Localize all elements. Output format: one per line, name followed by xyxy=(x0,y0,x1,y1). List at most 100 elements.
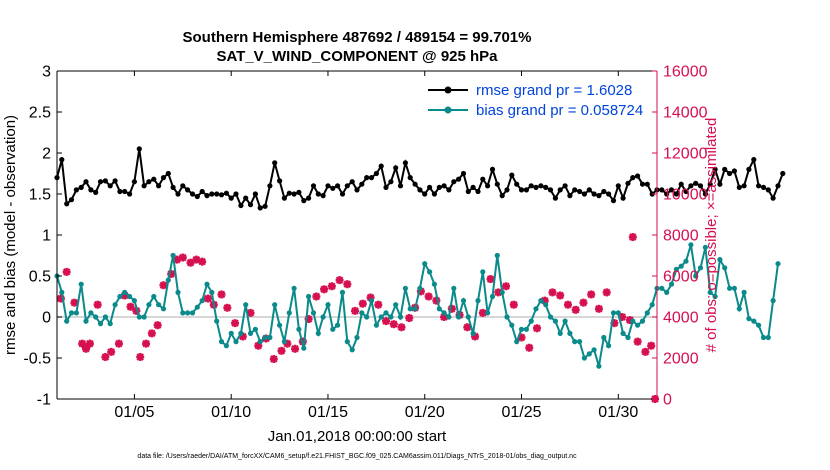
rmse-point xyxy=(518,187,525,193)
bias-point xyxy=(325,302,331,308)
bias-point xyxy=(630,318,636,324)
bias-point xyxy=(199,298,205,304)
bias-point xyxy=(567,330,573,336)
bias-point xyxy=(257,339,263,345)
obs-point xyxy=(486,275,495,284)
rmse-point xyxy=(97,179,104,185)
rmse-point xyxy=(673,191,680,197)
obs-point xyxy=(602,288,611,297)
bias-point xyxy=(422,261,428,267)
bias-point xyxy=(635,322,641,328)
rmse-point xyxy=(465,188,471,195)
bias-point xyxy=(93,314,99,320)
bias-point xyxy=(649,302,655,308)
obs-point xyxy=(389,320,398,329)
obs-point xyxy=(291,344,300,353)
rmse-point xyxy=(422,191,428,197)
rmse-point xyxy=(736,184,742,190)
bias-point xyxy=(373,322,379,328)
y-right-tick-label: 0 xyxy=(663,392,672,409)
bias-point xyxy=(272,302,278,308)
rmse-point xyxy=(359,181,365,187)
bias-point xyxy=(717,257,723,263)
obs-point xyxy=(382,317,391,326)
rmse-point xyxy=(702,191,709,197)
bias-point xyxy=(601,334,607,341)
plot-area xyxy=(57,71,657,399)
rmse-point xyxy=(315,191,321,197)
rmse-point xyxy=(272,160,278,166)
bias-point xyxy=(315,330,321,336)
rmse-point xyxy=(373,170,379,177)
y-left-tick-label: 2 xyxy=(42,146,51,163)
rmse-point xyxy=(610,198,617,204)
rmse-point xyxy=(301,198,307,204)
y-right-tick-label: 10000 xyxy=(663,187,708,204)
bias-point xyxy=(417,285,423,291)
bias-point xyxy=(383,310,389,316)
bias-point xyxy=(460,298,467,304)
x-tick-label: 01/25 xyxy=(501,404,541,421)
rmse-point xyxy=(286,190,292,196)
obs-point xyxy=(358,299,367,308)
rmse-point xyxy=(281,195,287,201)
bias-point xyxy=(543,302,549,308)
bias-point xyxy=(388,314,394,320)
obs-point xyxy=(78,339,87,348)
rmse-point xyxy=(615,183,621,189)
rmse-point xyxy=(601,188,607,195)
bias-point xyxy=(262,334,268,341)
bias-point xyxy=(233,339,239,345)
rmse-point xyxy=(175,191,181,197)
rmse-point xyxy=(688,183,694,189)
bias-point xyxy=(547,314,554,320)
rmse-point xyxy=(354,187,360,193)
bias-point xyxy=(238,330,244,336)
rmse-point xyxy=(214,191,220,197)
rmse-point xyxy=(156,183,162,189)
bias-point xyxy=(727,285,733,291)
rmse-point xyxy=(68,197,75,203)
bias-point xyxy=(731,285,738,291)
rmse-point xyxy=(591,191,597,197)
rmse-point xyxy=(528,183,534,189)
ticks-layer: -1 -0.5 0 0.5 1 1.5 2 2.5 3 0 2000 4000 6000 8000 1000… xyxy=(23,64,707,422)
bias-point xyxy=(141,314,147,320)
bias-point xyxy=(480,269,486,275)
rmse-point xyxy=(697,183,704,189)
bias-point xyxy=(122,289,128,295)
bias-point xyxy=(247,330,254,336)
rmse-point xyxy=(180,183,186,189)
bias-point xyxy=(775,261,781,267)
bias-point xyxy=(427,269,433,275)
legend: rmse grand pr = 1.6028 bias grand pr = 0… xyxy=(428,82,643,119)
obs-point xyxy=(312,292,321,301)
rmse-point xyxy=(630,175,636,181)
bias-point xyxy=(475,298,481,304)
bias-point xyxy=(577,339,583,345)
rmse-point xyxy=(218,192,225,198)
bias-point xyxy=(204,281,210,287)
bias-point xyxy=(393,302,399,308)
rmse-point xyxy=(780,170,786,177)
y-right-tick-label: 6000 xyxy=(663,269,699,286)
obs-point xyxy=(114,339,123,348)
y-right-tick-label: 2000 xyxy=(663,351,699,368)
bias-point xyxy=(451,285,457,291)
rmse-point xyxy=(117,188,123,195)
bias-point xyxy=(412,306,418,312)
bias-point xyxy=(349,347,355,353)
bias-point xyxy=(557,330,563,336)
obs-point xyxy=(327,282,336,291)
y-right-tick-label: 16000 xyxy=(663,64,708,81)
obs-point xyxy=(563,300,572,309)
rmse-point xyxy=(664,191,670,197)
bias-point xyxy=(146,302,152,308)
obs-point xyxy=(217,290,226,299)
bias-point xyxy=(552,318,559,324)
bias-point xyxy=(252,326,258,332)
obs-point xyxy=(231,319,240,328)
legend-bias-marker xyxy=(444,106,452,114)
bias-point xyxy=(59,289,65,295)
bias-point xyxy=(296,326,302,332)
